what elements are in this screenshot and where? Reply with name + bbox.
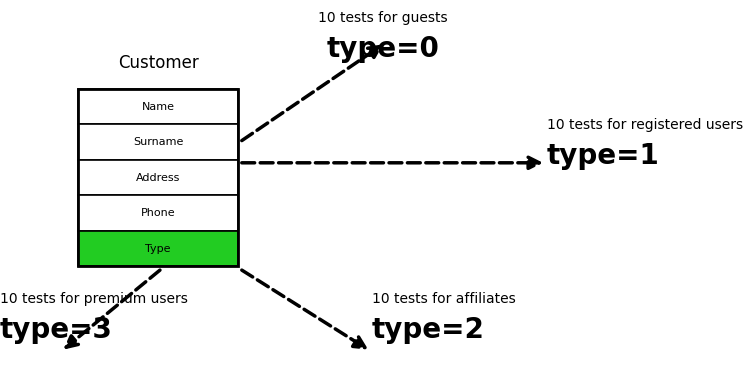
- Text: 10 tests for affiliates: 10 tests for affiliates: [372, 292, 516, 306]
- Text: type=1: type=1: [547, 142, 660, 171]
- Bar: [78, 160, 238, 195]
- Bar: [78, 195, 238, 231]
- Text: type=2: type=2: [372, 316, 485, 344]
- Text: Phone: Phone: [141, 208, 176, 218]
- Text: Name: Name: [141, 101, 175, 112]
- Text: type=0: type=0: [327, 35, 440, 63]
- Text: Customer: Customer: [118, 54, 199, 72]
- Text: Type: Type: [145, 243, 171, 254]
- Bar: [78, 231, 238, 266]
- Text: 10 tests for registered users: 10 tests for registered users: [547, 118, 743, 132]
- Text: Address: Address: [136, 172, 180, 183]
- Bar: [78, 89, 238, 266]
- Text: 10 tests for guests: 10 tests for guests: [318, 11, 448, 25]
- Text: Surname: Surname: [133, 137, 183, 147]
- Bar: [78, 89, 238, 124]
- Text: 10 tests for premium users: 10 tests for premium users: [0, 292, 188, 306]
- Text: type=3: type=3: [0, 316, 113, 344]
- Bar: [78, 124, 238, 160]
